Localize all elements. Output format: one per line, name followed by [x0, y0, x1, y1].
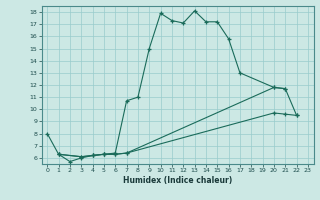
X-axis label: Humidex (Indice chaleur): Humidex (Indice chaleur): [123, 176, 232, 185]
